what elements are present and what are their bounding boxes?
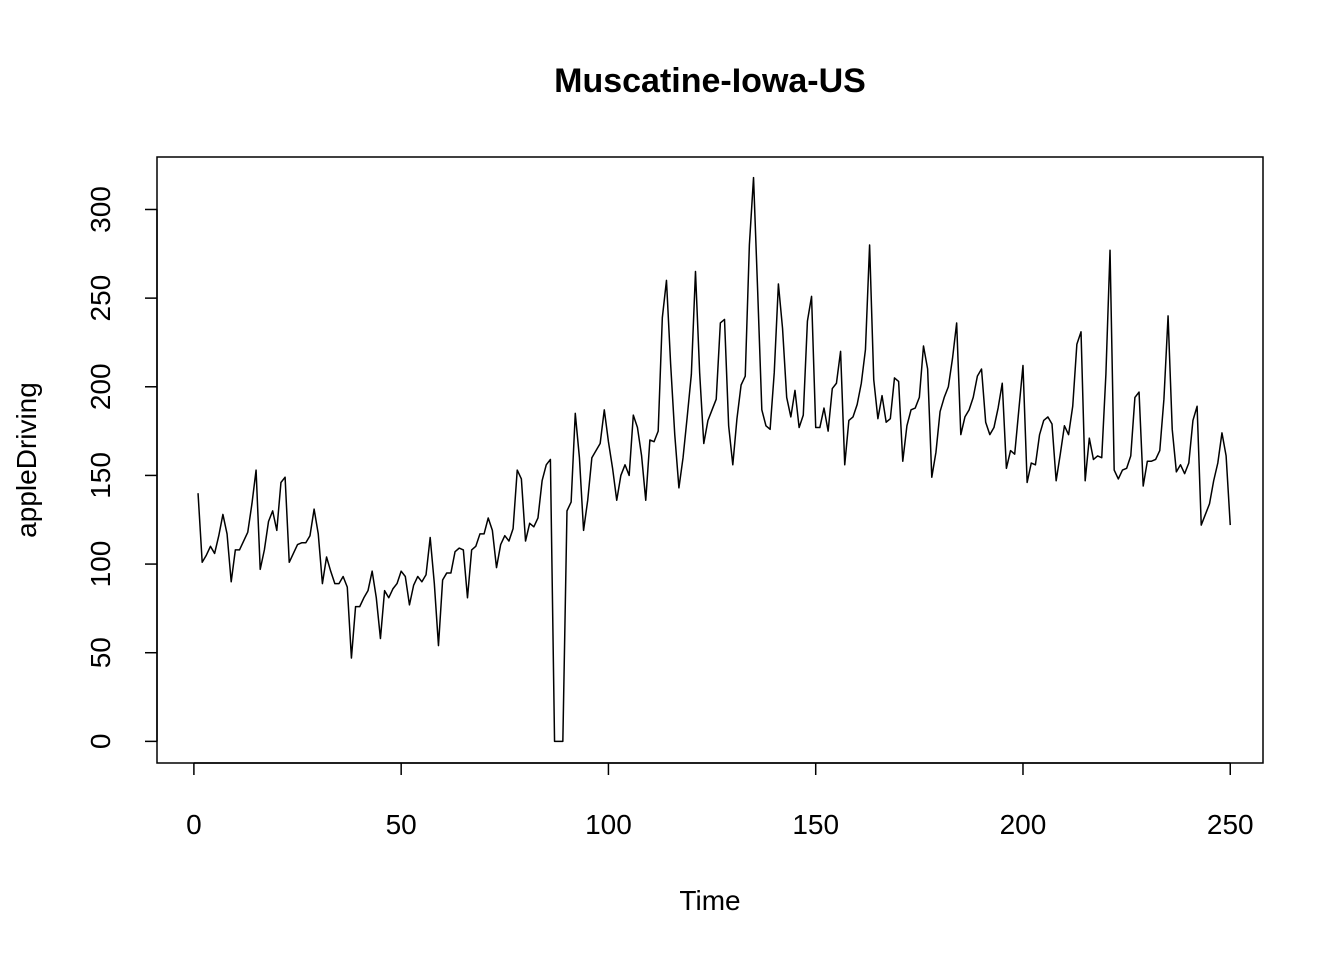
y-tick-label: 50 [85,637,116,668]
x-axis: 0 50 100 150 200 250 [186,763,1254,840]
y-axis: 0 50 100 150 200 250 300 [85,186,157,749]
x-tick-label: 100 [585,809,632,840]
x-tick-label: 0 [186,809,202,840]
x-tick-label: 250 [1207,809,1254,840]
y-tick-label: 0 [85,734,116,750]
x-tick-label: 150 [792,809,839,840]
series-line-appleDriving [198,178,1230,742]
y-tick-label: 200 [85,363,116,410]
x-tick-label: 50 [386,809,417,840]
y-tick-label: 250 [85,275,116,322]
y-tick-label: 300 [85,186,116,233]
y-tick-label: 100 [85,541,116,588]
y-tick-label: 150 [85,452,116,499]
y-axis-label: appleDriving [11,382,42,538]
x-axis-label: Time [679,885,740,916]
chart-title: Muscatine-Iowa-US [554,62,866,100]
x-tick-label: 200 [1000,809,1047,840]
plot-frame [157,157,1263,763]
